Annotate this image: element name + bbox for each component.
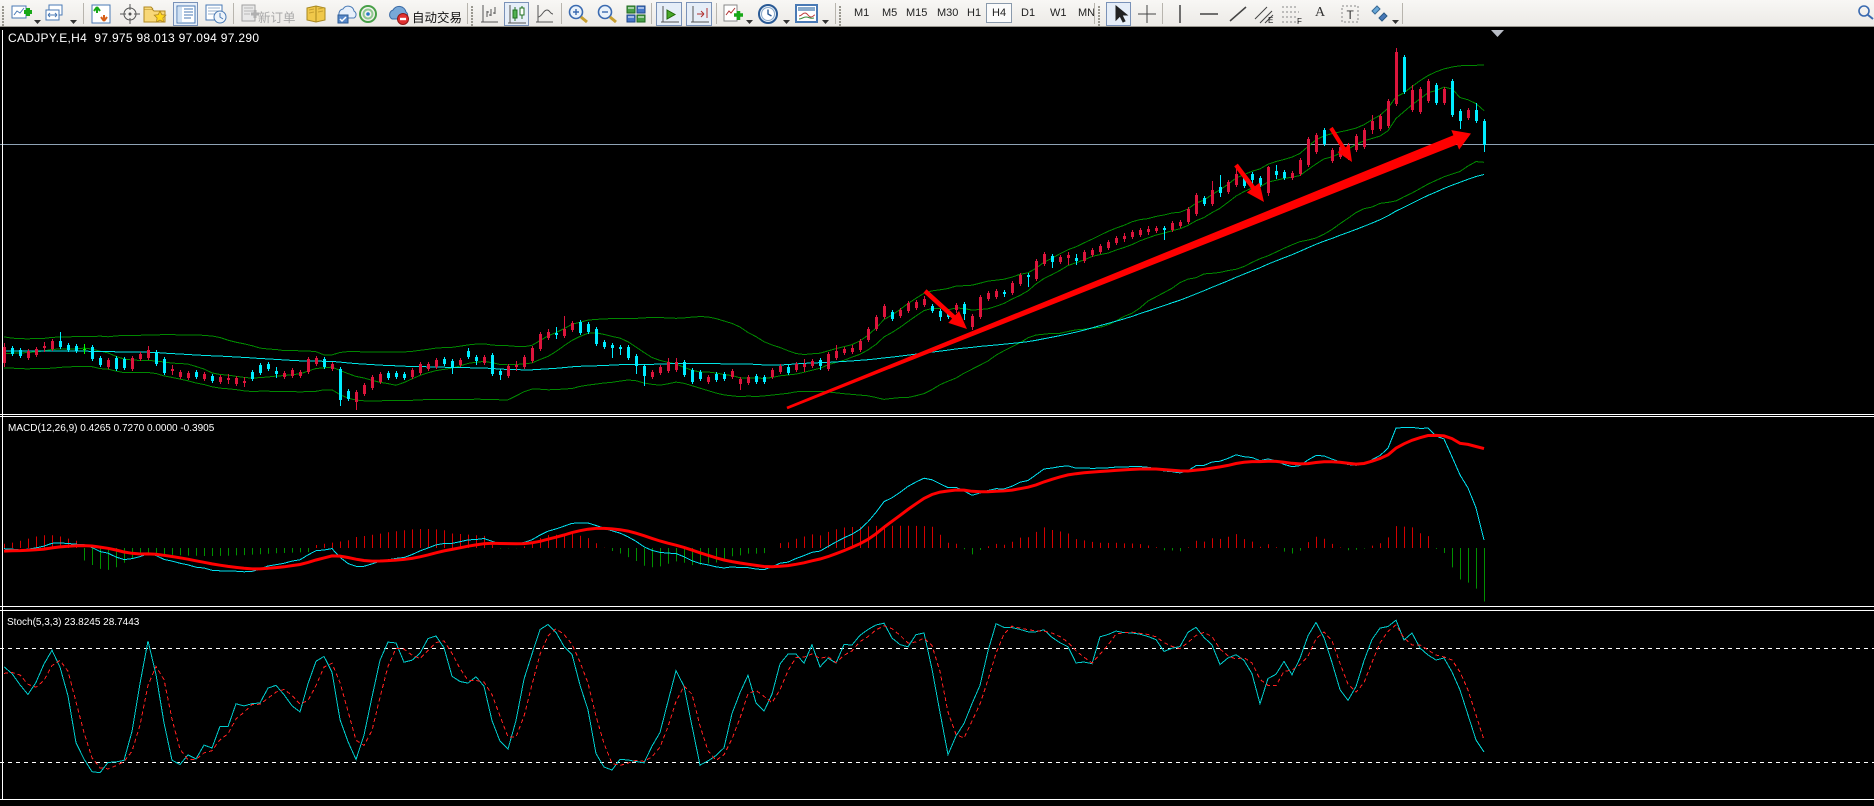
svg-text:MACD(12,26,9) 0.4265 0.7270 0.: MACD(12,26,9) 0.4265 0.7270 0.0000 -0.39… [8,423,215,434]
svg-text:T: T [1347,8,1355,22]
svg-text:F: F [1297,17,1302,25]
svg-text:CADJPY.E,H4 97.975 98.013 97.: CADJPY.E,H4 97.975 98.013 97.094 97.290 [8,31,259,45]
svg-text:E: E [1268,16,1273,25]
svg-text:Stoch(5,3,3) 23.8245 28.7443: Stoch(5,3,3) 23.8245 28.7443 [7,617,140,628]
